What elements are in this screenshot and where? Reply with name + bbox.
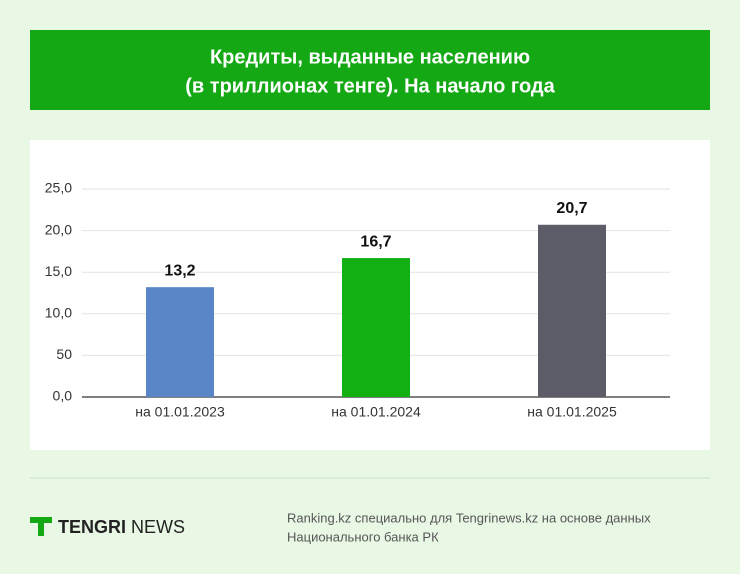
y-tick-label: 50: [56, 346, 72, 362]
bar: [538, 224, 606, 397]
y-tick-label: 25,0: [45, 180, 72, 196]
title-line: (в триллионах тенге). На начало года: [185, 75, 555, 97]
x-tick-label: на 01.01.2025: [527, 404, 617, 420]
source-line: Ranking.kz специально для Tengrinews.kz …: [287, 510, 651, 525]
title-line: Кредиты, выданные населению: [210, 46, 530, 68]
x-tick-label: на 01.01.2023: [135, 404, 225, 420]
data-label: 16,7: [360, 233, 391, 250]
bar: [146, 287, 214, 397]
logo-icon: [30, 517, 52, 536]
y-tick-label: 10,0: [45, 305, 72, 321]
bar: [342, 258, 410, 397]
logo: TENGRI NEWS: [30, 517, 185, 537]
header: [30, 30, 710, 110]
y-tick-label: 20,0: [45, 221, 72, 237]
logo-text: TENGRI: [58, 517, 126, 537]
data-label: 13,2: [164, 262, 195, 279]
data-label: 20,7: [556, 200, 587, 217]
y-tick-label: 15,0: [45, 263, 72, 279]
x-tick-label: на 01.01.2024: [331, 404, 421, 420]
y-tick-label: 0,0: [53, 388, 73, 404]
logo-text: NEWS: [131, 517, 185, 537]
source-line: Национального банка РК: [287, 529, 439, 544]
